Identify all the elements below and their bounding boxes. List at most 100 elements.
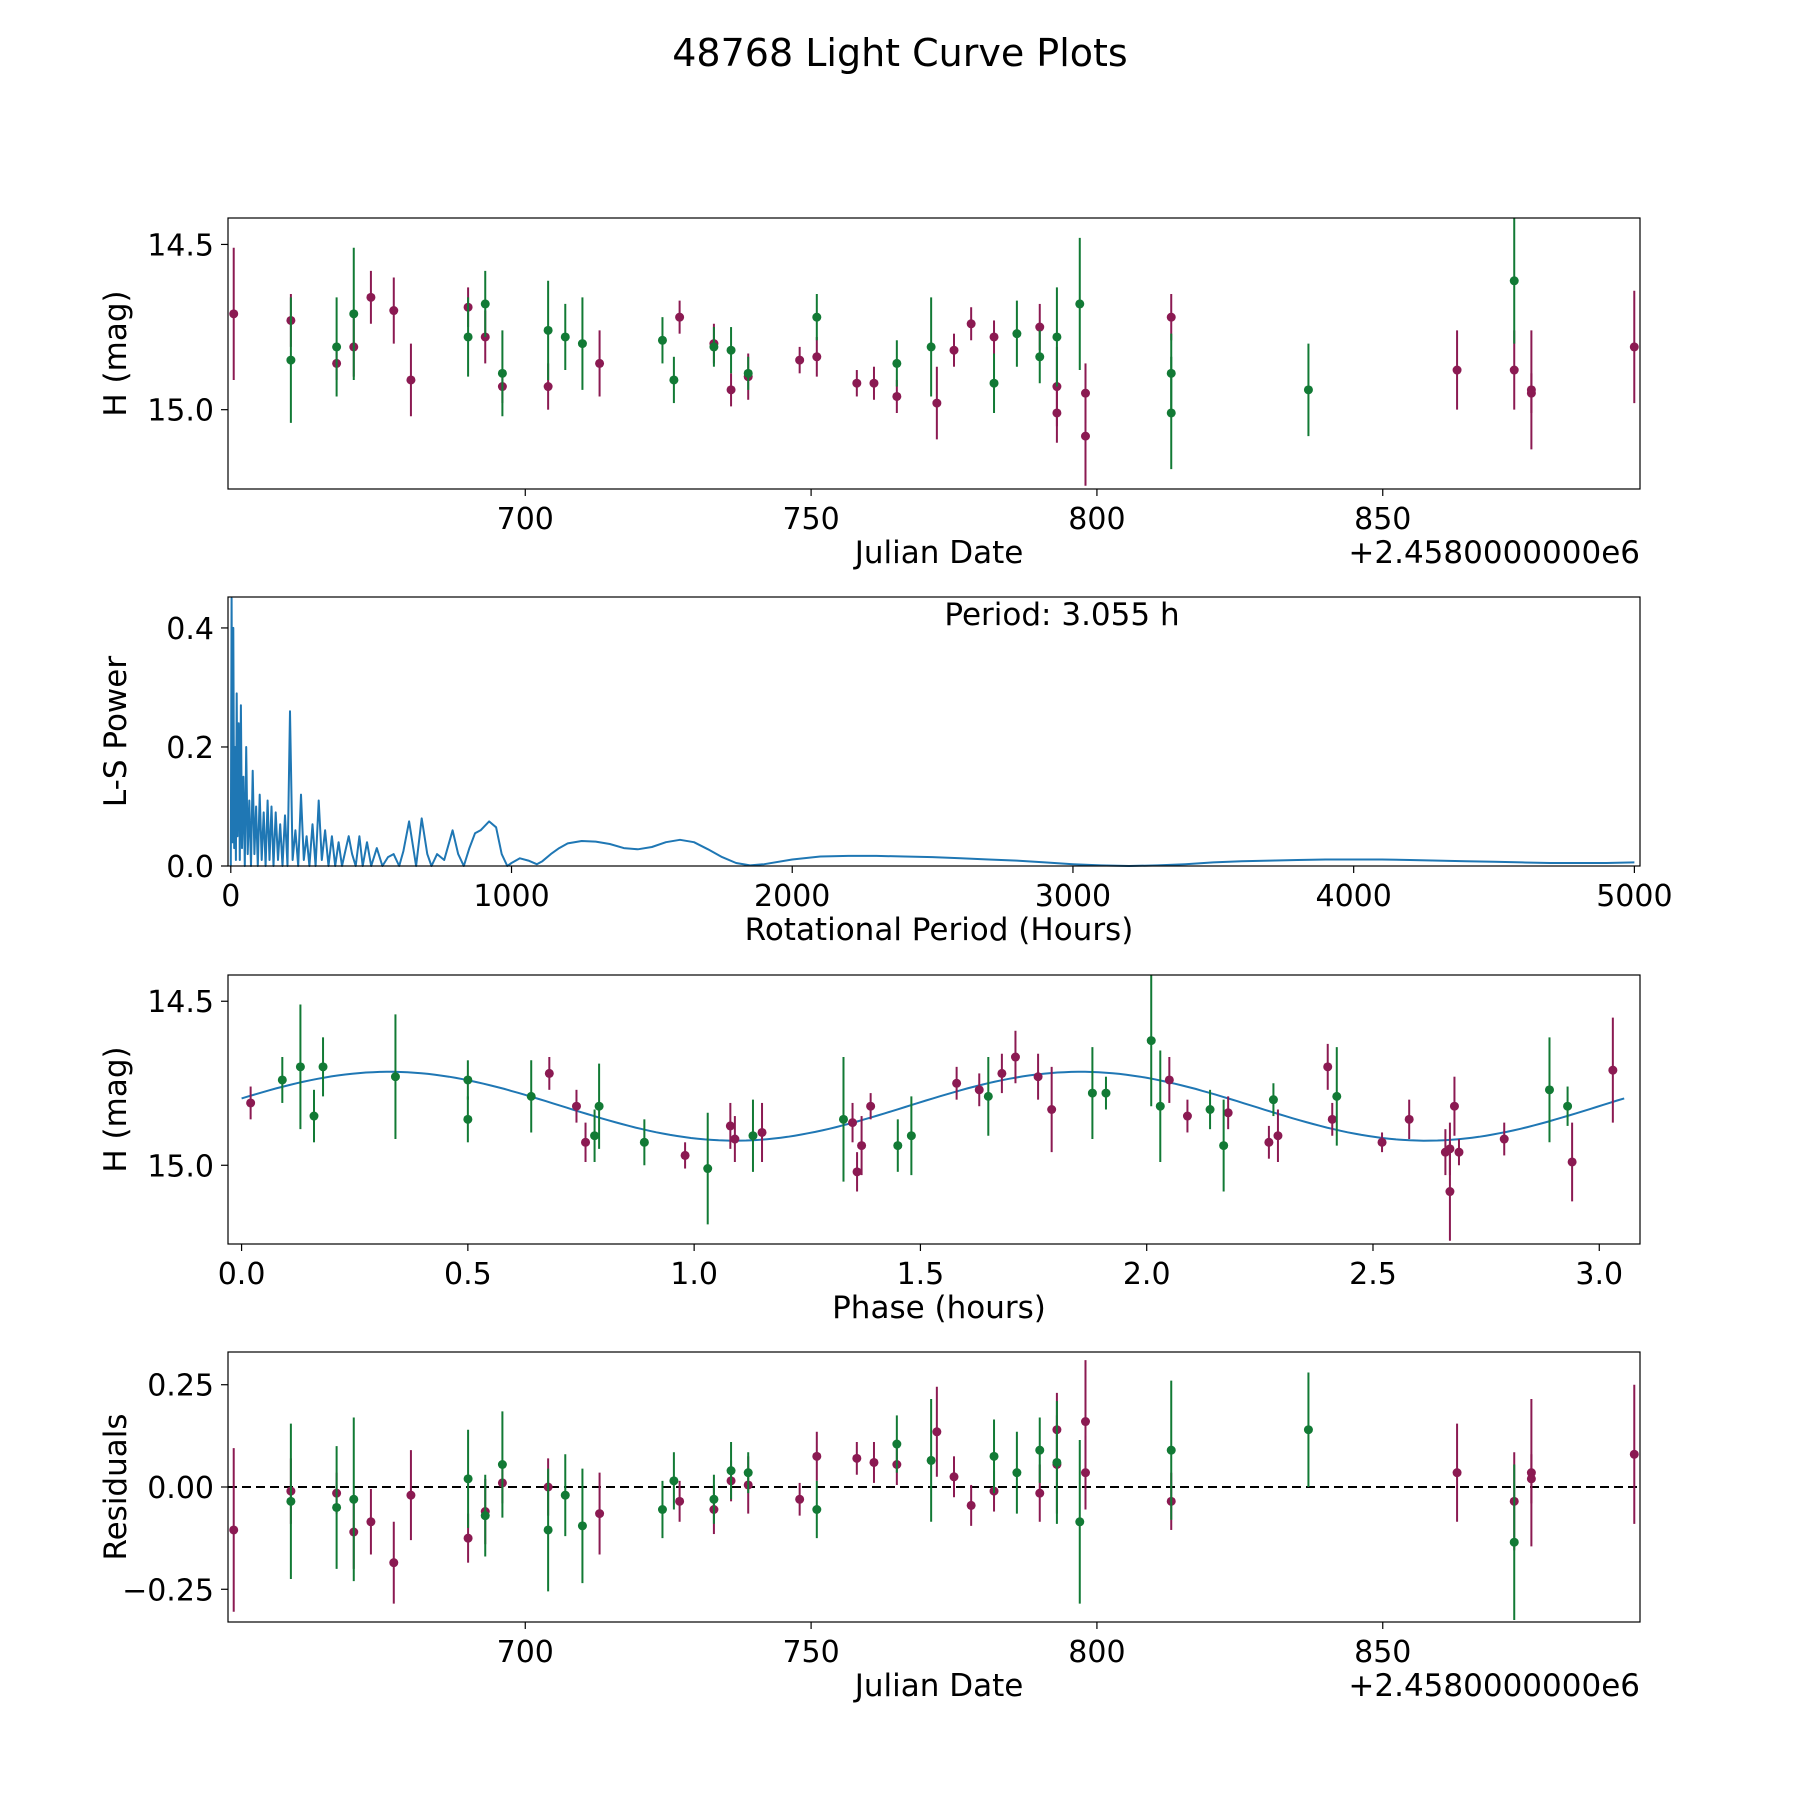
magenta-data-point <box>949 345 959 355</box>
y-axis-label: Residuals <box>98 1413 134 1560</box>
magenta-data-point <box>246 1098 256 1108</box>
green-data-point <box>1101 1088 1111 1098</box>
green-data-point <box>480 299 490 309</box>
magenta-data-point <box>952 1078 962 1088</box>
green-data-point <box>709 1494 719 1504</box>
magenta-data-point <box>1629 1449 1639 1459</box>
magenta-data-point <box>1035 322 1045 332</box>
green-data-point <box>1166 368 1176 378</box>
green-data-point <box>286 355 296 365</box>
magenta-data-point <box>869 1457 879 1467</box>
green-data-point <box>709 342 719 352</box>
magenta-data-point <box>848 1118 858 1128</box>
magenta-data-point <box>1164 1075 1174 1085</box>
green-data-point <box>1012 329 1022 339</box>
magenta-data-point <box>1080 388 1090 398</box>
y-axis-label: H (mag) <box>98 290 134 416</box>
x-tick-label: 2.5 <box>1349 1257 1397 1292</box>
green-data-point <box>669 1476 679 1486</box>
x-tick-label: 750 <box>782 502 839 537</box>
magenta-data-point <box>1499 1134 1509 1144</box>
magenta-data-point <box>1166 312 1176 322</box>
green-data-point <box>669 375 679 385</box>
green-data-point <box>1166 1445 1176 1455</box>
x-tick-label: 4000 <box>1315 879 1391 914</box>
green-data-point <box>332 1502 342 1512</box>
magenta-data-point <box>1526 388 1536 398</box>
magenta-data-point <box>989 332 999 342</box>
magenta-data-point <box>595 1509 605 1519</box>
lightcurve-panel: 700 750 800 850 15.0 14.5 Julian Date H (mag) +2… <box>98 217 1641 571</box>
magenta-data-point <box>675 312 685 322</box>
magenta-data-point <box>812 352 822 362</box>
x-tick-label: 3.0 <box>1575 1257 1623 1292</box>
green-data-point <box>309 1111 319 1121</box>
y-tick-label: 0.4 <box>166 612 214 647</box>
magenta-data-point <box>1629 342 1639 352</box>
y-tick-label: 0.0 <box>166 850 214 885</box>
magenta-data-point <box>1273 1131 1283 1141</box>
green-data-point <box>480 1511 490 1521</box>
magenta-data-point <box>757 1127 767 1137</box>
magenta-data-point <box>726 385 736 395</box>
magenta-data-point <box>406 1490 416 1500</box>
green-data-point <box>748 1131 758 1141</box>
green-data-point <box>726 345 736 355</box>
green-data-point <box>1205 1105 1215 1114</box>
x-tick-label: 2000 <box>754 879 830 914</box>
green-data-point <box>318 1062 328 1072</box>
green-data-point <box>657 1505 667 1514</box>
green-data-point <box>577 1521 587 1531</box>
x-tick-label: 1.5 <box>897 1257 945 1292</box>
green-data-point <box>1075 1517 1085 1527</box>
green-data-point <box>349 309 359 319</box>
green-data-point <box>390 1072 400 1082</box>
magenta-data-point <box>866 1101 876 1111</box>
magenta-data-point <box>1608 1065 1618 1075</box>
magenta-data-point <box>1377 1137 1387 1147</box>
green-data-point <box>1035 352 1045 362</box>
figure-title: 48768 Light Curve Plots <box>672 31 1127 75</box>
green-data-point <box>1012 1468 1022 1478</box>
x-tick-label: 700 <box>497 1635 554 1670</box>
green-data-point <box>1087 1088 1097 1098</box>
magenta-data-point <box>966 319 976 329</box>
green-data-point <box>657 335 667 345</box>
magenta-data-point <box>1454 1147 1464 1157</box>
green-data-point <box>1155 1101 1165 1111</box>
green-data-point <box>349 1494 359 1504</box>
magenta-data-point <box>1404 1114 1414 1124</box>
period-annotation: Period: 3.055 h <box>944 597 1179 633</box>
magenta-data-point <box>1080 1417 1090 1427</box>
magenta-data-point <box>675 1496 685 1506</box>
x-tick-label: 0.5 <box>444 1257 492 1292</box>
y-tick-label: 14.5 <box>147 228 214 263</box>
green-data-point <box>543 1525 553 1535</box>
green-data-point <box>594 1101 604 1111</box>
x-offset-label: +2.4580000000e6 <box>1348 1668 1640 1704</box>
magenta-data-point <box>795 1494 805 1504</box>
green-data-point <box>1052 1457 1062 1467</box>
periodogram-panel: 0 1000 2000 3000 4000 5000 0.0 0.2 0.4 Rotational… <box>98 596 1673 948</box>
y-tick-label: 14.5 <box>147 985 214 1020</box>
plot-area <box>241 975 1625 1241</box>
green-data-point <box>838 1114 848 1124</box>
magenta-data-point <box>389 1558 399 1568</box>
x-tick-label: 800 <box>1068 502 1125 537</box>
green-data-point <box>703 1164 713 1174</box>
x-tick-label: 0 <box>221 879 240 914</box>
green-data-point <box>1303 385 1313 395</box>
y-axis-label: L-S Power <box>98 656 134 807</box>
magenta-data-point <box>932 398 942 408</box>
axes-frame <box>227 974 1641 1245</box>
y-tick-label: 0.25 <box>147 1369 214 1404</box>
x-tick-label: 1000 <box>473 879 549 914</box>
green-data-point <box>497 368 507 378</box>
magenta-data-point <box>997 1068 1007 1078</box>
x-tick-label: 850 <box>1354 1635 1411 1670</box>
green-data-point <box>560 1490 570 1500</box>
magenta-data-point <box>812 1451 822 1461</box>
magenta-data-point <box>406 375 416 385</box>
x-tick-label: 750 <box>782 1635 839 1670</box>
